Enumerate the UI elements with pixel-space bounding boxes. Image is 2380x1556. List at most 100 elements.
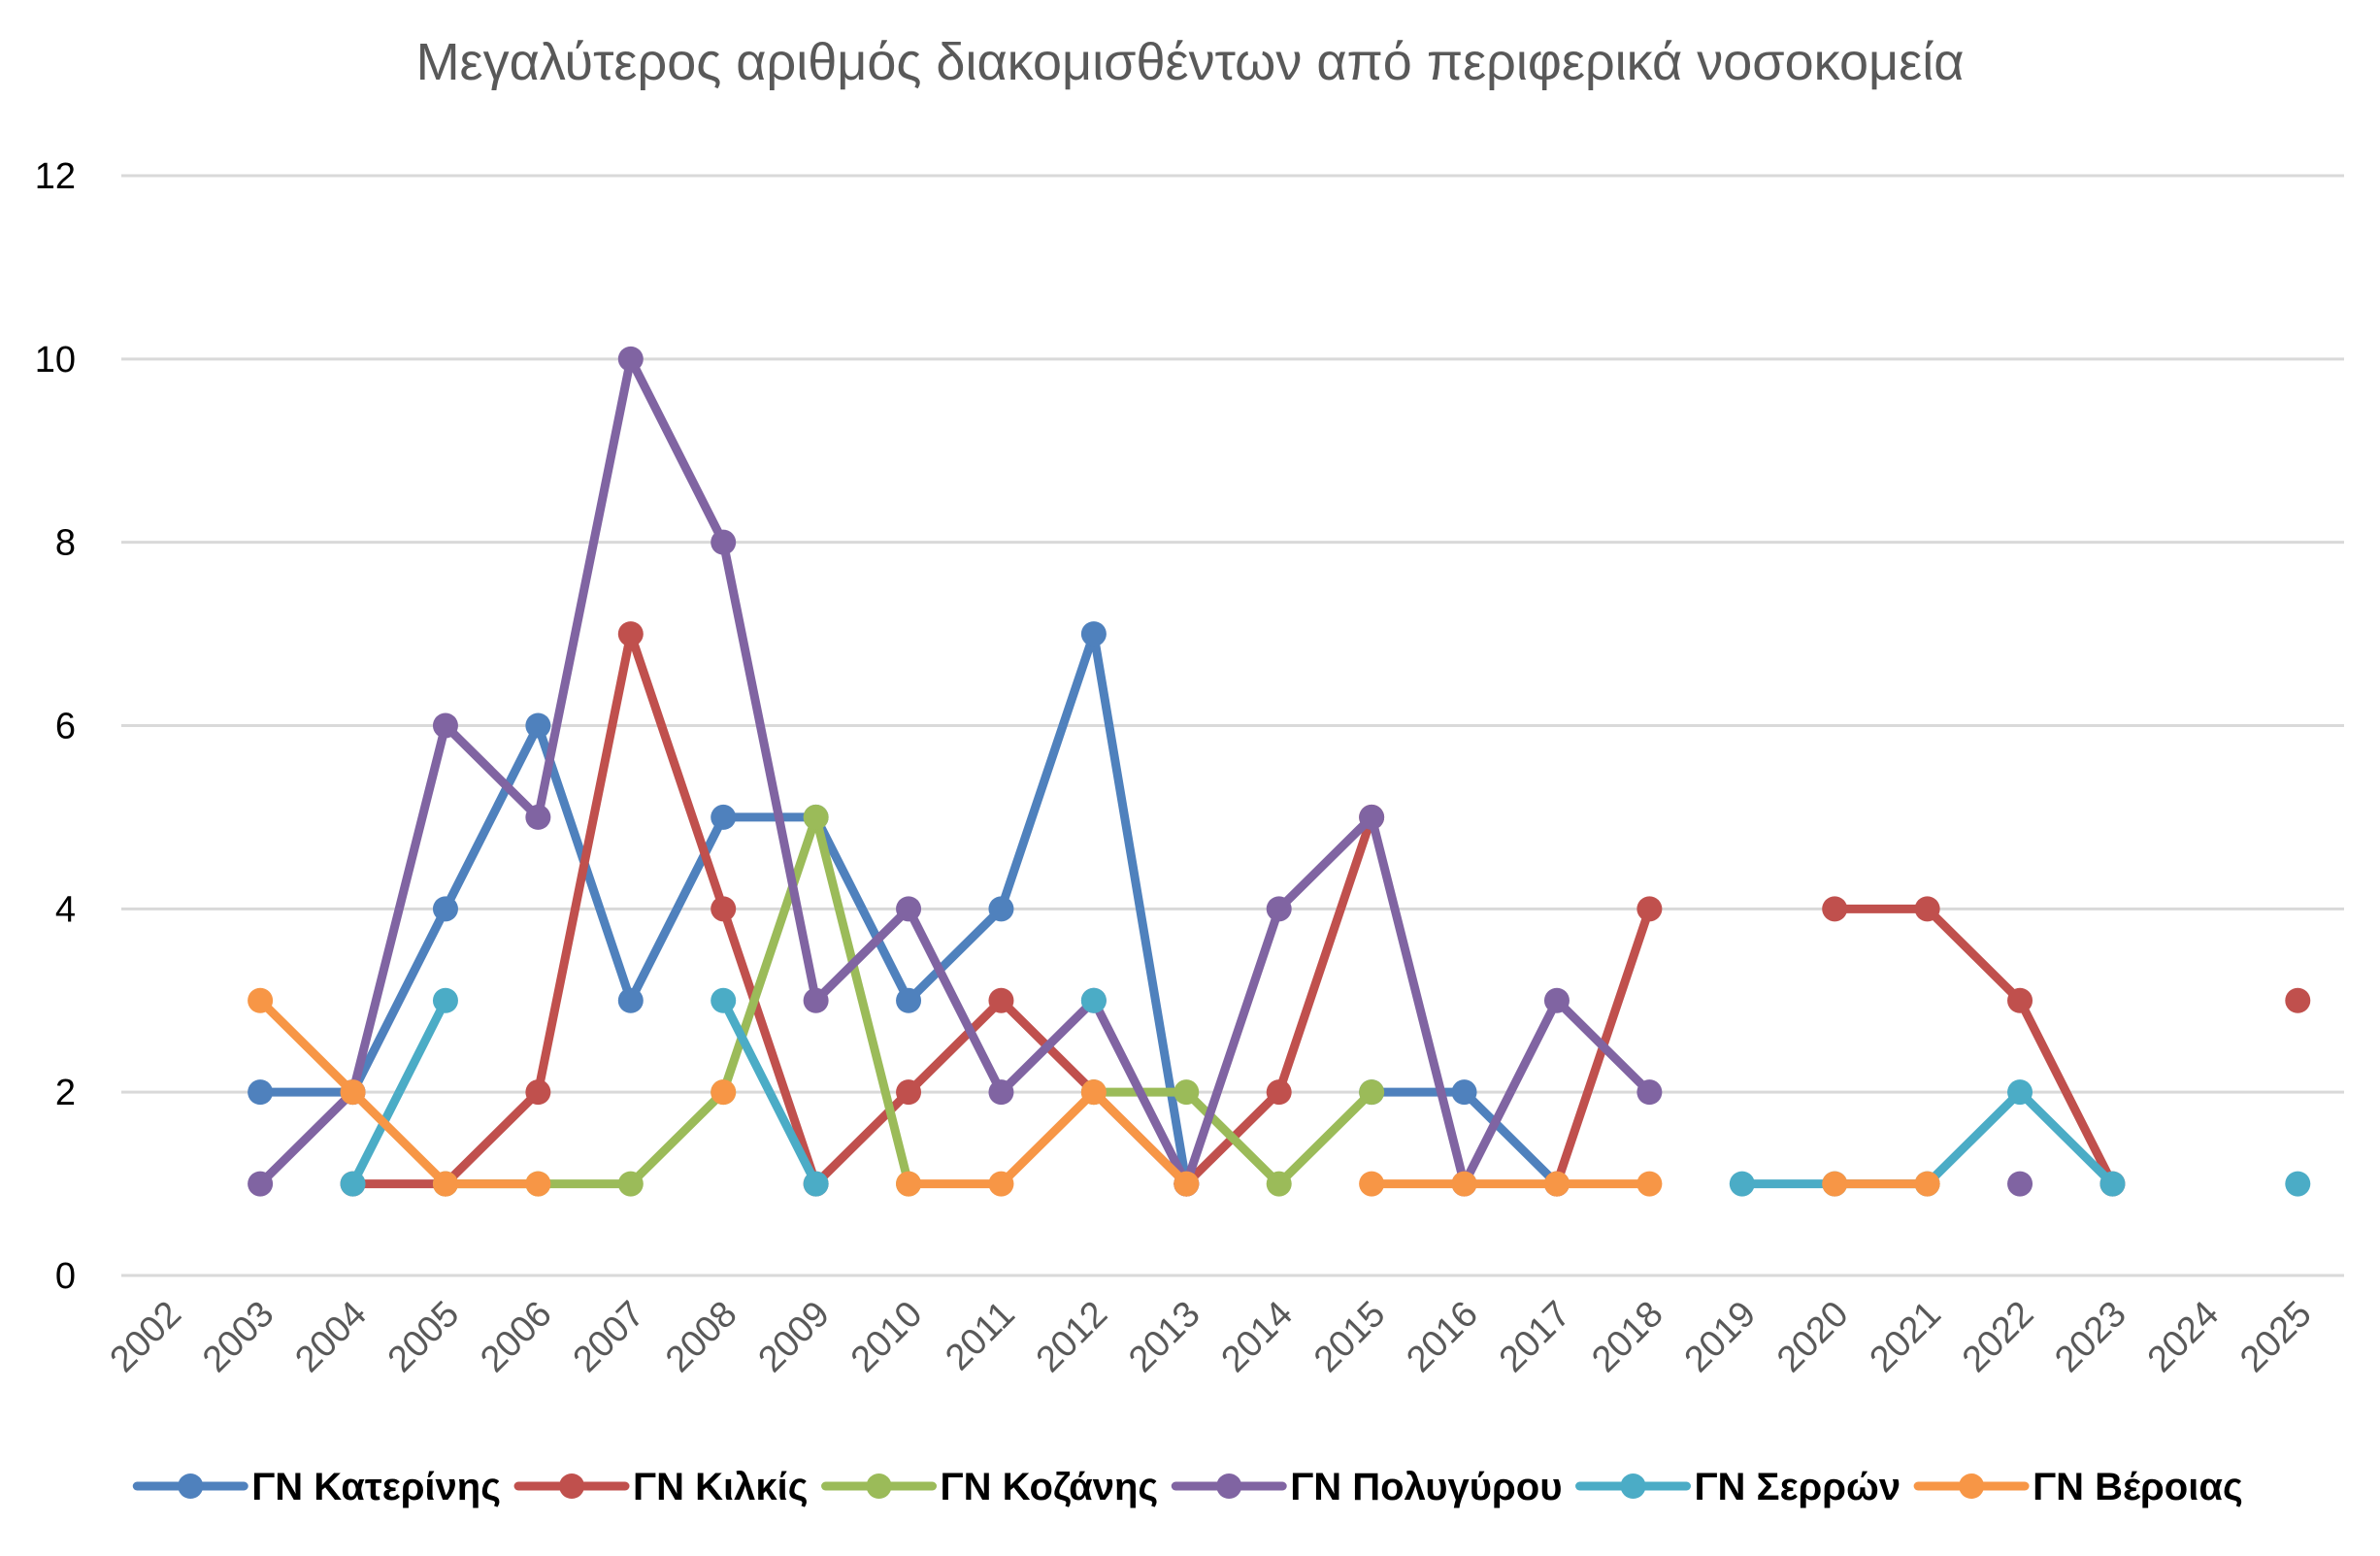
x-tick-label: 2015: [1306, 1294, 1393, 1380]
legend-swatch-marker: [178, 1473, 204, 1499]
x-tick-label: 2003: [195, 1294, 281, 1380]
data-point: [617, 987, 644, 1013]
data-point: [525, 804, 551, 830]
legend-item: ΓΝ Κιλκίς: [513, 1466, 809, 1508]
data-point: [1266, 1079, 1292, 1106]
series-segment: [1737, 1087, 2117, 1189]
data-point: [248, 1079, 274, 1106]
x-tick-label: 2014: [1214, 1294, 1301, 1380]
series-line: [248, 987, 1940, 1197]
data-point: [1636, 896, 1663, 922]
x-tick-label: 2019: [1677, 1294, 1764, 1380]
data-point: [803, 987, 829, 1013]
data-point: [432, 712, 458, 739]
data-point: [617, 346, 644, 372]
data-point: [896, 1079, 922, 1106]
x-tick-label: 2017: [1492, 1294, 1578, 1380]
x-tick-label: 2009: [751, 1294, 838, 1380]
data-point: [711, 987, 737, 1013]
series-segment: [904, 1087, 1191, 1189]
data-point: [340, 1171, 366, 1197]
y-tick-label: 2: [55, 1073, 76, 1113]
data-point: [1822, 1171, 1848, 1197]
data-point: [1914, 1171, 1940, 1197]
data-point: [2285, 987, 2311, 1013]
legend-label: ΓΝ Κατερίνης: [251, 1466, 501, 1508]
data-point: [525, 1079, 551, 1106]
data-point: [988, 987, 1014, 1013]
x-tick-label: 2024: [2140, 1294, 2227, 1380]
x-tick-label: 2023: [2047, 1294, 2133, 1380]
data-point: [2007, 1171, 2033, 1197]
series-segment: [255, 354, 1654, 1189]
data-point: [1080, 987, 1107, 1013]
legend: ΓΝ Κατερίνης ΓΝ Κιλκίς ΓΝ Κοζάνης ΓΝ Πολυγύ…: [132, 1466, 2243, 1508]
x-tick-label: 2008: [658, 1294, 744, 1380]
data-point: [1080, 621, 1107, 647]
chart-title: Μεγαλύτερος αριθμός διακομισθέντων από π…: [416, 33, 1965, 91]
data-point: [803, 804, 829, 830]
legend-swatch-marker: [559, 1473, 585, 1499]
data-point: [988, 1079, 1014, 1106]
y-tick-label: 10: [35, 340, 76, 381]
data-point: [1173, 1171, 1200, 1197]
data-point: [711, 804, 737, 830]
legend-item: ΓΝ Πολυγύρου: [1171, 1466, 1563, 1508]
series-segment: [348, 629, 1376, 1189]
data-point: [617, 1171, 644, 1197]
data-point: [1543, 1171, 1570, 1197]
x-tick-label: 2018: [1584, 1294, 1670, 1380]
gridlines: [121, 174, 2344, 1277]
data-point: [711, 1079, 737, 1106]
x-tick-label: 2012: [1029, 1294, 1115, 1380]
data-point: [1451, 1171, 1477, 1197]
x-tick-label: 2011: [938, 1294, 1022, 1378]
legend-swatch-marker: [866, 1473, 892, 1499]
data-point: [340, 1079, 366, 1106]
data-point: [525, 1171, 551, 1197]
legend-label: ΓΝ Κοζάνης: [941, 1466, 1159, 1508]
y-tick-label: 0: [55, 1256, 76, 1297]
legend-item: ΓΝ Σερρών: [1575, 1466, 1901, 1508]
data-point: [1359, 1079, 1385, 1106]
data-point: [1914, 896, 1940, 922]
data-point: [1359, 804, 1385, 830]
legend-swatch-marker: [1959, 1473, 1985, 1499]
data-point: [432, 896, 458, 922]
series-segment: [718, 996, 821, 1189]
data-point: [1080, 1079, 1107, 1106]
data-point: [2007, 987, 2033, 1013]
legend-item: ΓΝ Κατερίνης: [132, 1466, 501, 1508]
data-point: [248, 1171, 274, 1197]
data-point: [711, 529, 737, 555]
data-point: [1636, 1079, 1663, 1106]
data-point: [1266, 896, 1292, 922]
data-point: [1543, 987, 1570, 1013]
series-lines: [248, 346, 2311, 1197]
data-point: [432, 1171, 458, 1197]
legend-swatch-marker: [1620, 1473, 1646, 1499]
series-segment: [348, 996, 450, 1189]
x-tick-label: 2016: [1399, 1294, 1485, 1380]
data-point: [1451, 1079, 1477, 1106]
x-tick-label: 2005: [380, 1294, 467, 1380]
data-point: [896, 1171, 922, 1197]
data-point: [988, 896, 1014, 922]
series-segment: [1830, 904, 2117, 1189]
x-tick-label: 2007: [566, 1294, 652, 1380]
y-tick-label: 4: [55, 889, 76, 930]
legend-swatch-marker: [1216, 1473, 1242, 1499]
y-tick-label: 8: [55, 523, 76, 564]
data-point: [1173, 1079, 1200, 1106]
x-tick-label: 2013: [1121, 1294, 1207, 1380]
data-point: [248, 987, 274, 1013]
x-tick-label: 2002: [103, 1294, 189, 1380]
legend-item: ΓΝ Κοζάνης: [821, 1466, 1159, 1508]
x-tick-label: 2006: [473, 1294, 559, 1380]
legend-label: ΓΝ Σερρών: [1695, 1466, 1901, 1508]
x-tick-label: 2020: [1769, 1294, 1856, 1380]
data-point: [2007, 1079, 2033, 1106]
data-point: [803, 1171, 829, 1197]
legend-label: ΓΝ Πολυγύρου: [1290, 1466, 1562, 1508]
x-tick-label: 2010: [843, 1294, 930, 1380]
